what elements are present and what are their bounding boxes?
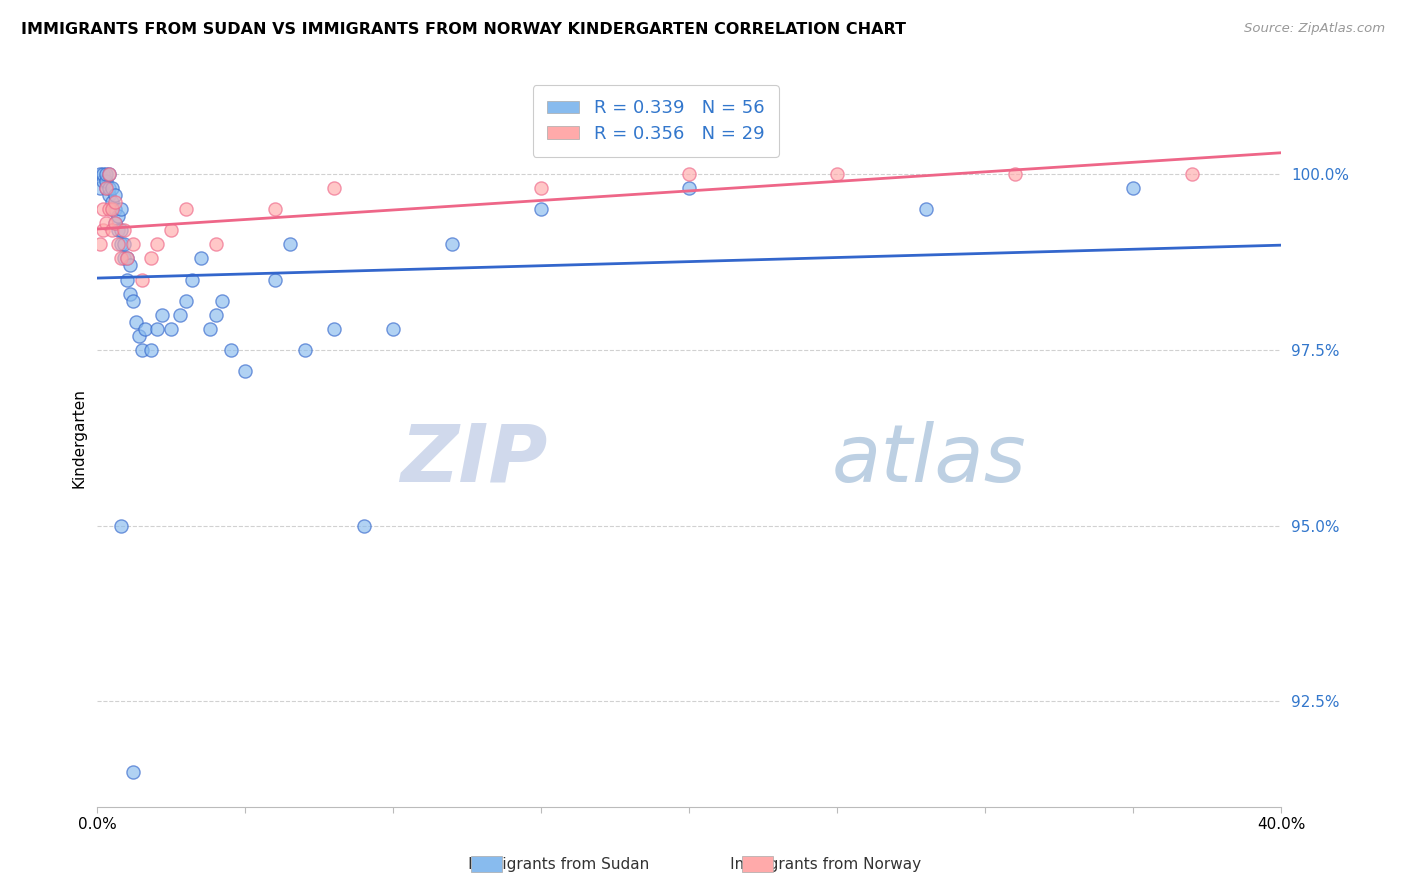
- Point: [190, 252, 212, 266]
- Point: [89, 167, 111, 181]
- Point: [131, 272, 153, 286]
- Point: [89, 237, 111, 252]
- Point: [204, 308, 226, 322]
- Point: [96, 181, 118, 195]
- Point: [211, 293, 233, 308]
- Point: [121, 237, 143, 252]
- Point: [219, 343, 242, 357]
- Point: [110, 518, 132, 533]
- Point: [110, 237, 132, 252]
- Point: [107, 209, 129, 223]
- Point: [98, 188, 121, 202]
- Point: [107, 237, 129, 252]
- Point: [104, 202, 127, 217]
- Point: [441, 237, 464, 252]
- Point: [145, 322, 167, 336]
- Point: [678, 167, 700, 181]
- Point: [181, 272, 204, 286]
- Text: Immigrants from Norway: Immigrants from Norway: [696, 857, 921, 872]
- Point: [264, 272, 287, 286]
- Point: [915, 202, 938, 217]
- Point: [101, 195, 124, 210]
- Point: [139, 343, 162, 357]
- Point: [104, 195, 127, 210]
- Point: [98, 181, 121, 195]
- Point: [678, 181, 700, 195]
- Point: [323, 322, 346, 336]
- Point: [134, 322, 156, 336]
- Y-axis label: Kindergarten: Kindergarten: [72, 388, 86, 488]
- Point: [145, 237, 167, 252]
- Point: [112, 252, 135, 266]
- Point: [118, 286, 141, 301]
- Point: [1004, 167, 1026, 181]
- Point: [101, 223, 124, 237]
- Point: [131, 343, 153, 357]
- Point: [160, 223, 183, 237]
- Point: [121, 764, 143, 779]
- Text: Immigrants from Sudan: Immigrants from Sudan: [433, 857, 650, 872]
- Point: [160, 322, 183, 336]
- Point: [91, 174, 114, 188]
- Point: [152, 308, 174, 322]
- Point: [174, 293, 197, 308]
- Point: [98, 202, 121, 217]
- Point: [169, 308, 191, 322]
- Point: [89, 181, 111, 195]
- Point: [294, 343, 316, 357]
- Point: [264, 202, 287, 217]
- Point: [115, 252, 138, 266]
- Text: atlas: atlas: [831, 421, 1026, 499]
- Point: [128, 328, 150, 343]
- Point: [96, 181, 118, 195]
- Point: [530, 202, 553, 217]
- Point: [98, 167, 121, 181]
- Point: [101, 202, 124, 217]
- Point: [115, 252, 138, 266]
- Point: [121, 293, 143, 308]
- Legend: R = 0.339   N = 56, R = 0.356   N = 29: R = 0.339 N = 56, R = 0.356 N = 29: [533, 85, 779, 157]
- Point: [112, 223, 135, 237]
- Point: [1181, 167, 1204, 181]
- Point: [112, 237, 135, 252]
- Point: [115, 272, 138, 286]
- Point: [96, 167, 118, 181]
- Text: ZIP: ZIP: [399, 421, 547, 499]
- Point: [174, 202, 197, 217]
- Point: [110, 223, 132, 237]
- Point: [101, 181, 124, 195]
- Point: [204, 237, 226, 252]
- Point: [139, 252, 162, 266]
- Point: [110, 202, 132, 217]
- Point: [91, 167, 114, 181]
- Text: Source: ZipAtlas.com: Source: ZipAtlas.com: [1244, 22, 1385, 36]
- Point: [104, 216, 127, 230]
- Point: [101, 202, 124, 217]
- Point: [110, 252, 132, 266]
- Point: [104, 216, 127, 230]
- Point: [96, 216, 118, 230]
- Point: [96, 174, 118, 188]
- Point: [98, 167, 121, 181]
- Point: [125, 315, 148, 329]
- Point: [233, 364, 256, 378]
- Point: [198, 322, 221, 336]
- Point: [382, 322, 405, 336]
- Point: [107, 223, 129, 237]
- Point: [278, 237, 301, 252]
- Point: [91, 223, 114, 237]
- Point: [825, 167, 848, 181]
- Point: [104, 188, 127, 202]
- Point: [1122, 181, 1144, 195]
- Point: [323, 181, 346, 195]
- Point: [353, 518, 375, 533]
- Point: [530, 181, 553, 195]
- Point: [118, 259, 141, 273]
- Point: [91, 202, 114, 217]
- Text: IMMIGRANTS FROM SUDAN VS IMMIGRANTS FROM NORWAY KINDERGARTEN CORRELATION CHART: IMMIGRANTS FROM SUDAN VS IMMIGRANTS FROM…: [21, 22, 905, 37]
